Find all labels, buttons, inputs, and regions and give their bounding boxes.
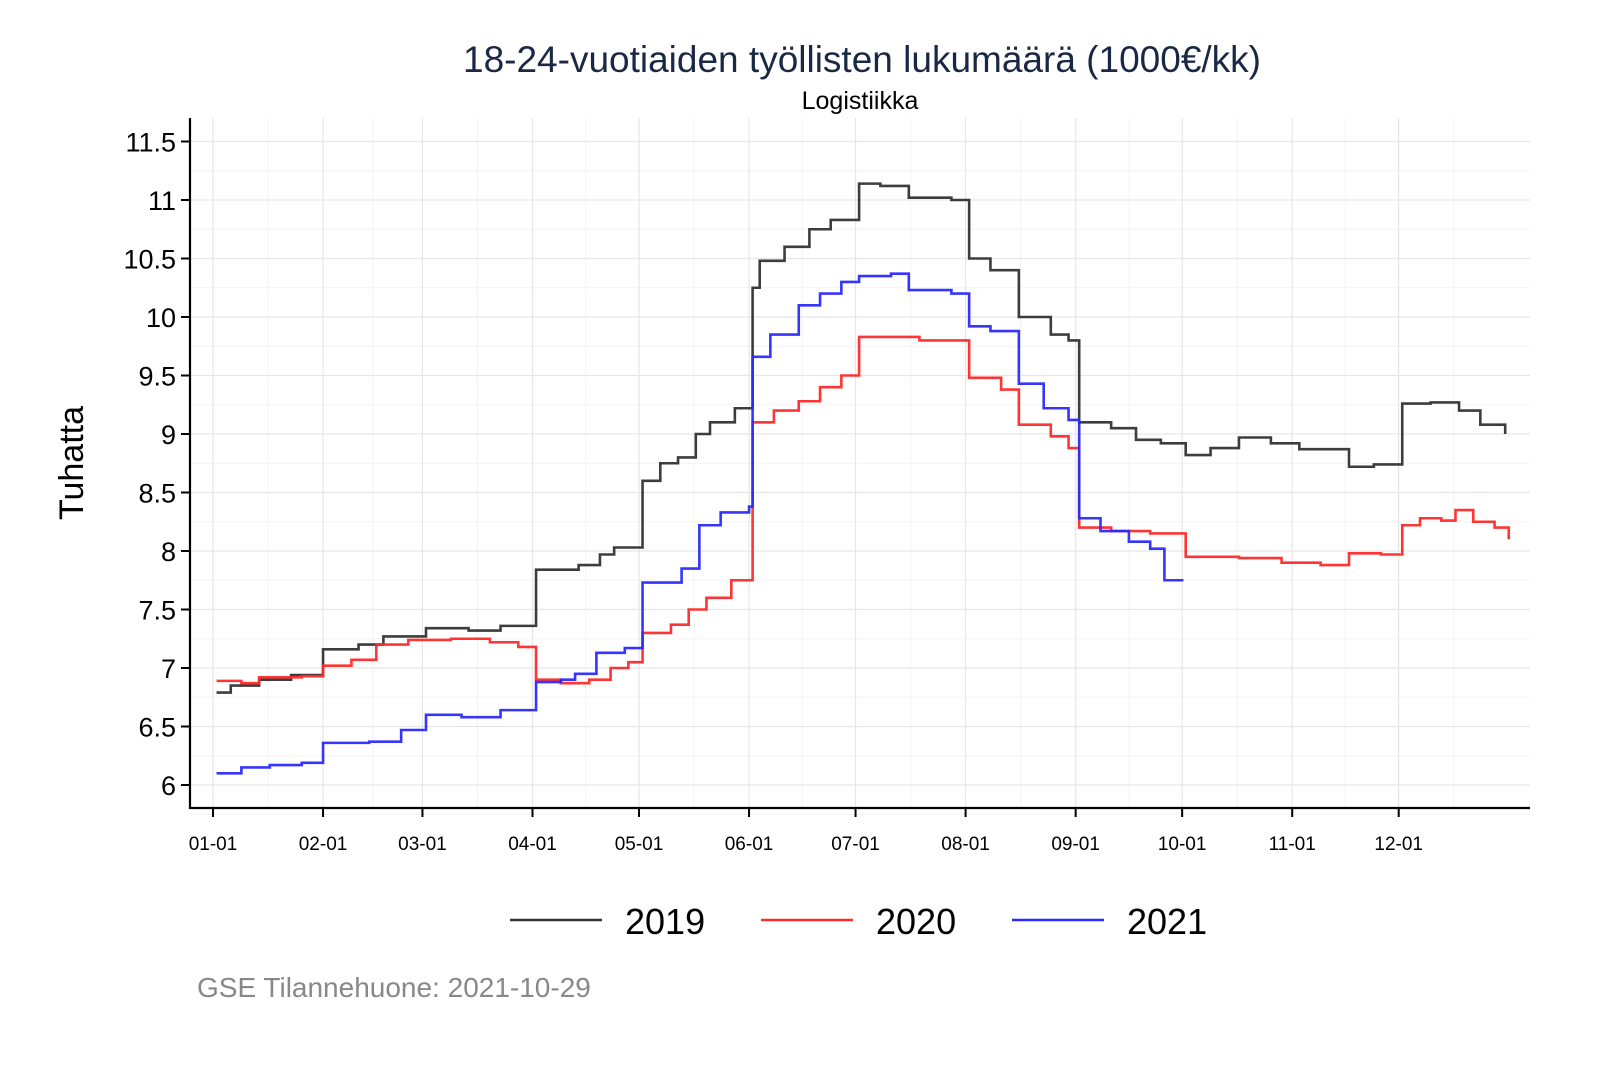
x-tick-label: 05-01: [615, 834, 664, 855]
y-tick-label: 11: [148, 186, 176, 216]
x-tick-label: 04-01: [508, 834, 557, 855]
series-line-2019: [216, 182, 1507, 694]
y-axis-label: Tuhatta: [53, 406, 91, 520]
y-tick-label: 9.5: [138, 362, 176, 392]
y-tick-label: 9: [161, 420, 176, 450]
source-caption: GSE Tilannehuone: 2021-10-29: [197, 972, 591, 1003]
chart-title: 18-24-vuotiaiden työllisten lukumäärä (1…: [463, 39, 1261, 80]
x-tick-label: 06-01: [725, 834, 774, 855]
series-line-2021: [216, 272, 1184, 775]
legend-label-2019: 2019: [625, 901, 705, 942]
y-tick-label: 10: [146, 303, 176, 333]
series-lines: [216, 182, 1511, 775]
legend: 2019 2020 2021: [510, 901, 1207, 942]
x-tick-label: 02-01: [299, 834, 348, 855]
chart-subtitle: Logistiikka: [802, 87, 919, 115]
axes: 6 6.5 7 7.5 8 8.5 9 9.5 10 10.5 11 11.5 01-01 02-01 03…: [123, 118, 1530, 855]
x-tick-label: 10-01: [1158, 834, 1207, 855]
x-tick-label: 12-01: [1374, 834, 1423, 855]
x-tick-label: 08-01: [941, 834, 990, 855]
y-tick-label: 8: [161, 537, 176, 567]
x-tick-label: 01-01: [189, 834, 238, 855]
gridlines: [190, 118, 1530, 815]
y-tick-label: 7: [161, 654, 176, 684]
series-line-2020: [216, 335, 1511, 685]
x-tick-label: 07-01: [831, 834, 880, 855]
legend-label-2021: 2021: [1127, 901, 1207, 942]
y-tick-label: 11.5: [125, 128, 176, 158]
y-tick-label: 10.5: [123, 245, 176, 275]
y-tick-label: 7.5: [138, 596, 176, 626]
x-tick-label: 09-01: [1051, 834, 1100, 855]
y-tick-label: 8.5: [138, 479, 176, 509]
x-tick-label: 03-01: [398, 834, 447, 855]
y-tick-label: 6.5: [138, 713, 176, 743]
legend-label-2020: 2020: [876, 901, 956, 942]
x-tick-label: 11-01: [1269, 834, 1316, 855]
y-tick-label: 6: [161, 771, 176, 801]
